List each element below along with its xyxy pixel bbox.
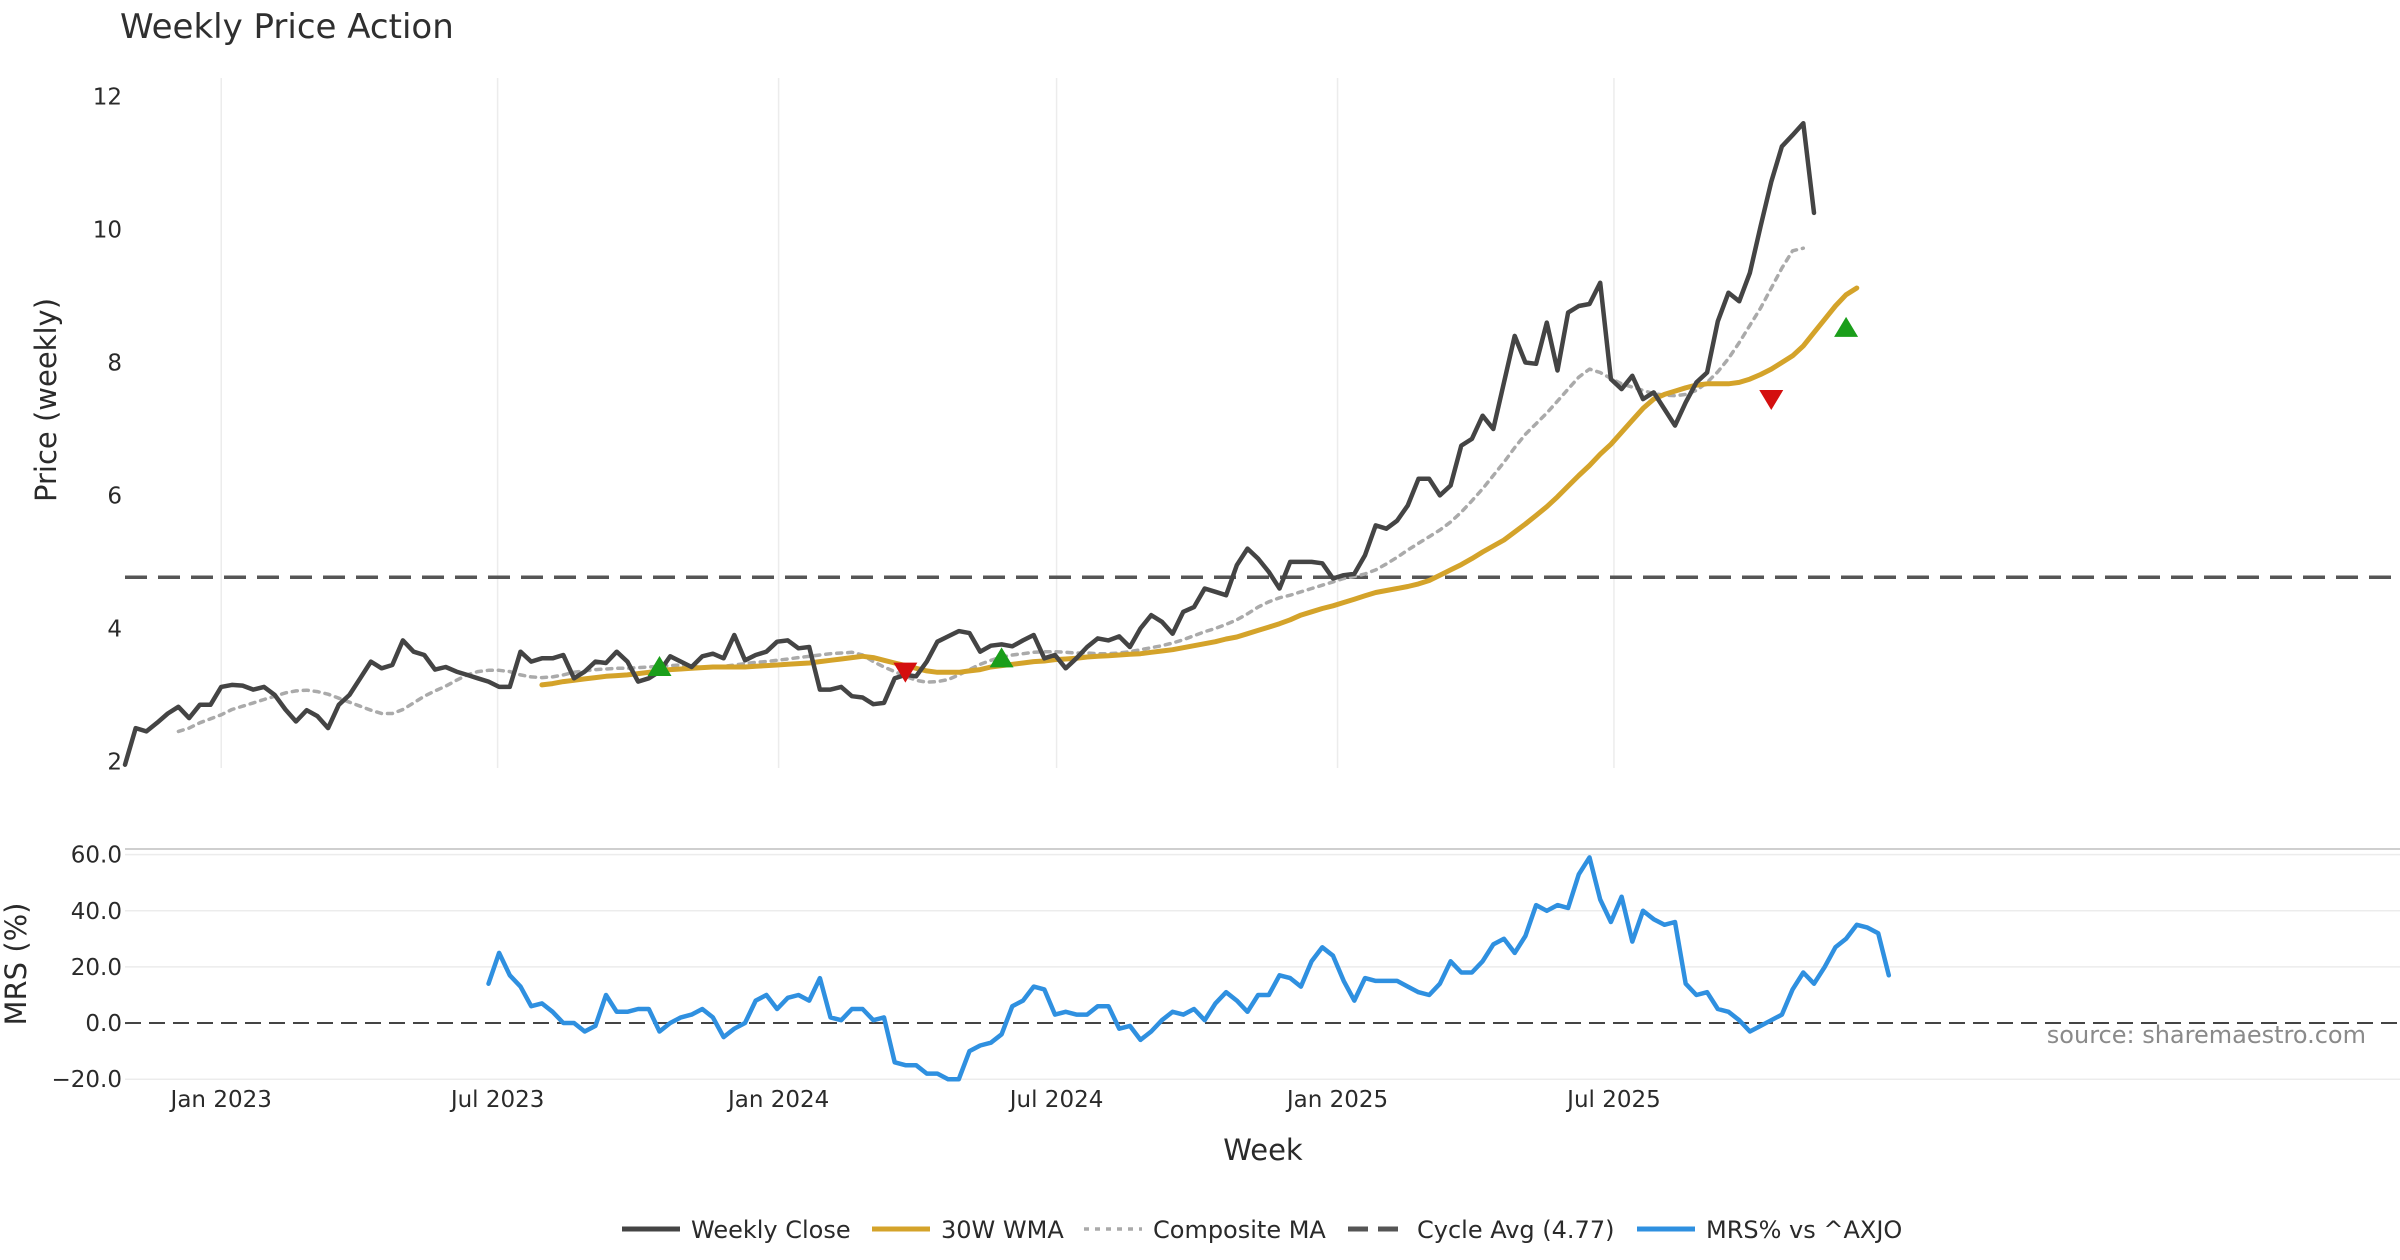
price-y-ticks: 2 4 6 8 10 12 (93, 85, 122, 776)
legend-label: 30W WMA (941, 1216, 1064, 1244)
mrs-series (486, 855, 1892, 1082)
sell-signal-marker (1759, 390, 1784, 411)
mrs-y-tick-label: 20.0 (71, 955, 122, 981)
mrs-y-tick-label: 40.0 (71, 899, 122, 925)
legend-label: Cycle Avg (4.77) (1417, 1216, 1614, 1244)
price-y-tick-label: 2 (107, 749, 122, 775)
signal-markers (647, 316, 1859, 683)
x-tick-label: Jul 2025 (1565, 1087, 1661, 1113)
buy-signal-marker (1834, 316, 1859, 337)
price-y-tick-label: 12 (93, 85, 122, 111)
x-tick-label: Jan 2025 (1285, 1087, 1388, 1113)
x-tick-label: Jul 2024 (1008, 1087, 1104, 1113)
price-y-tick-label: 4 (107, 616, 122, 642)
mrs-y-label: MRS (%) (0, 903, 33, 1026)
legend: Weekly Close 30W WMA Composite MA Cycle Avg… (622, 1216, 1902, 1244)
mrs-y-tick-label: −20.0 (52, 1067, 122, 1093)
mrs-line (486, 855, 1892, 1082)
price-y-tick-label: 8 (107, 350, 122, 376)
mrs-y-tick-label: 60.0 (71, 843, 122, 869)
wma-30-line (539, 285, 1860, 688)
mrs-y-ticks: 60.0 40.0 20.0 0.0 −20.0 (52, 843, 122, 1094)
source-note: source: sharemaestro.com (2047, 1021, 2366, 1049)
price-y-label: Price (weekly) (29, 298, 63, 502)
buy-signal-marker (989, 647, 1014, 668)
legend-label: Composite MA (1153, 1216, 1326, 1244)
legend-label: MRS% vs ^AXJO (1706, 1216, 1902, 1244)
x-axis-label: Week (1223, 1133, 1303, 1167)
price-gridlines (220, 78, 1615, 768)
x-ticks: Jan 2023 Jul 2023 Jan 2024 Jul 2024 Jan 2025… (169, 1087, 1661, 1113)
chart-title: Weekly Price Action (120, 7, 454, 47)
x-tick-label: Jan 2024 (726, 1087, 829, 1113)
x-tick-label: Jul 2023 (449, 1087, 545, 1113)
price-series (122, 120, 2400, 767)
sell-signal-marker (893, 662, 918, 683)
price-y-tick-label: 6 (107, 483, 122, 509)
weekly-close-line (122, 120, 1817, 767)
price-y-tick-label: 10 (93, 218, 122, 244)
composite-ma-line (176, 246, 1806, 734)
buy-signal-marker (647, 655, 672, 676)
legend-label: Weekly Close (691, 1216, 851, 1244)
mrs-y-tick-label: 0.0 (85, 1011, 122, 1037)
x-tick-label: Jan 2023 (169, 1087, 272, 1113)
